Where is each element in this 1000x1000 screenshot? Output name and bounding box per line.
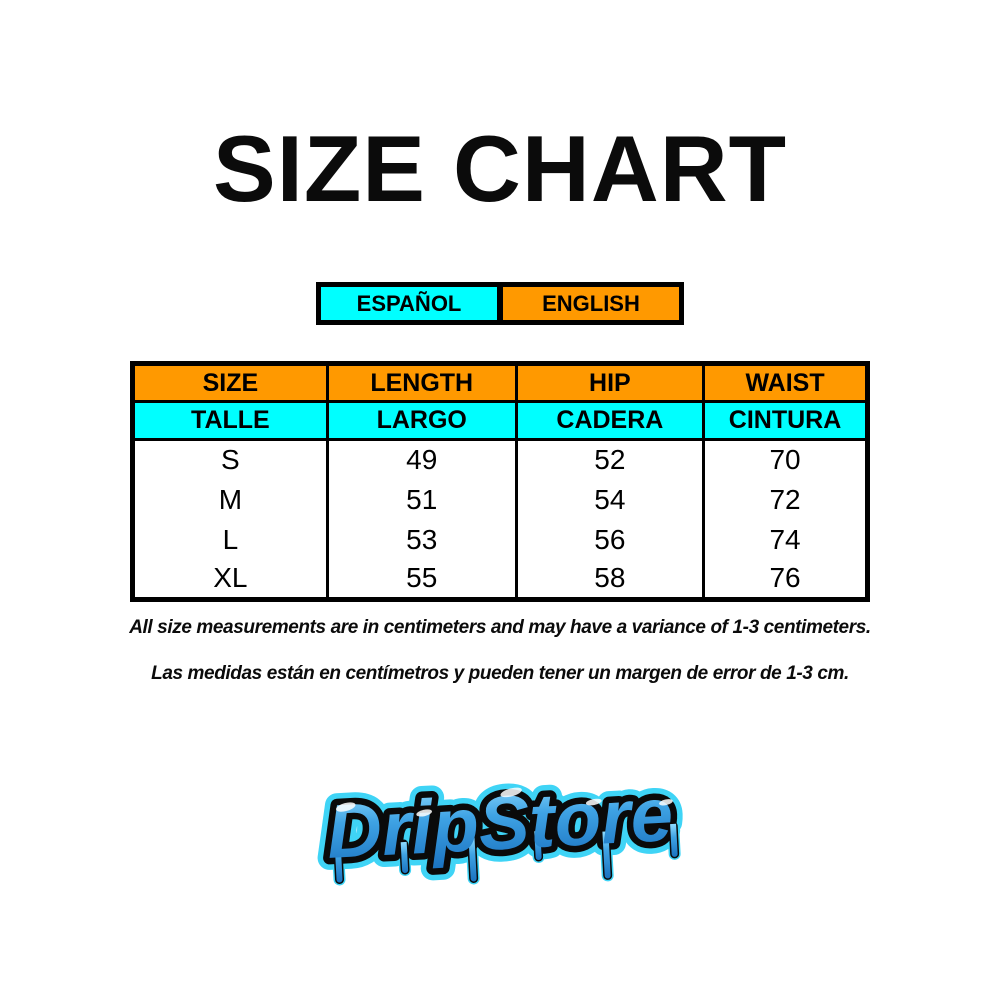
header-cell-length: LENGTH [325,362,518,403]
cell-hip: 52 [514,439,706,480]
table-header-row-english: SIZE LENGTH HIP WAIST [131,362,869,403]
tab-espanol-label: ESPAÑOL [356,290,462,316]
page-title: SIZE CHART [213,116,787,221]
cell-waist: 76 [702,559,869,600]
cell-size: M [131,479,329,520]
cell-hip: 56 [514,519,706,560]
cell-waist: 70 [702,439,869,480]
cell-waist: 72 [702,479,869,520]
cell-hip: 58 [514,559,706,600]
logo-drip-fill [334,823,678,883]
cell-length: 55 [325,559,518,600]
header-cell-cadera: CADERA [514,400,706,441]
language-tab-group: ESPAÑOL ENGLISH [316,282,684,325]
logo-text-fill: DripStore [325,772,675,875]
table-row-m: M 51 54 72 [131,479,869,520]
size-table-container: SIZE LENGTH HIP WAIST TALLE LARGO CADERA… [130,361,870,602]
cell-hip: 54 [514,479,706,520]
header-cell-cintura: CINTURA [702,400,869,441]
tab-english-label: ENGLISH [542,290,640,316]
table-row-xl: XL 55 58 76 [131,559,869,600]
cell-waist: 74 [702,519,869,560]
dripstore-logo: DripStore DripStore [313,760,687,887]
header-cell-hip: HIP [514,362,706,403]
header-cell-waist: WAIST [702,362,869,403]
note-spanish: Las medidas están en centímetros y puede… [151,663,849,684]
table-header-row-spanish: TALLE LARGO CADERA CINTURA [131,400,869,441]
header-cell-largo: LARGO [325,400,518,441]
header-cell-talle: TALLE [131,400,329,441]
cell-length: 53 [325,519,518,560]
cell-length: 49 [325,439,518,480]
size-table: SIZE LENGTH HIP WAIST TALLE LARGO CADERA… [130,361,870,602]
table-row-s: S 49 52 70 [131,439,869,480]
cell-length: 51 [325,479,518,520]
tab-divider [497,287,503,320]
note-english: All size measurements are in centimeters… [129,617,871,638]
table-row-l: L 53 56 74 [131,519,869,560]
logo-highlights [336,787,673,817]
tab-espanol[interactable]: ESPAÑOL [321,287,498,320]
measurement-notes: All size measurements are in centimeters… [0,617,1000,685]
cell-size: L [131,519,329,560]
cell-size: S [131,439,329,480]
tab-english[interactable]: ENGLISH [502,287,679,320]
header-cell-size: SIZE [131,362,329,403]
cell-size: XL [131,559,329,600]
brand-logo-container: DripStore DripStore [0,747,1000,899]
